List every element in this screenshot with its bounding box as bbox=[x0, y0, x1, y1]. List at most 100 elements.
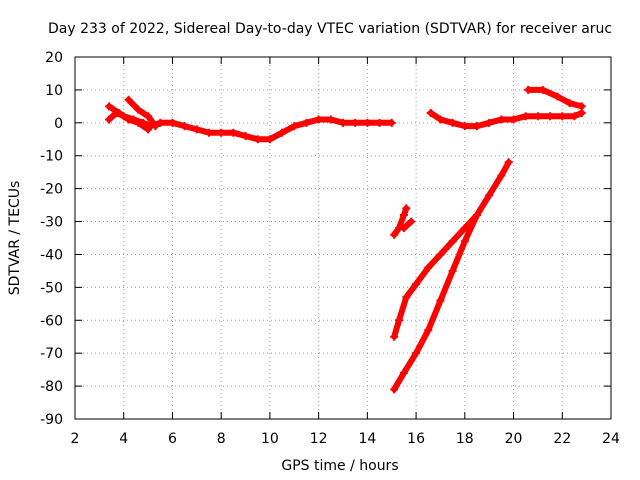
data-point bbox=[395, 316, 404, 325]
grid-lines bbox=[75, 57, 611, 419]
x-tick-label: 8 bbox=[217, 431, 226, 447]
y-tick-label: 20 bbox=[45, 50, 63, 66]
data-point bbox=[265, 135, 274, 144]
data-point bbox=[558, 112, 567, 121]
x-tick-label: 18 bbox=[456, 431, 474, 447]
data-point bbox=[151, 122, 160, 131]
series-arc-7 bbox=[391, 212, 480, 393]
data-point bbox=[217, 128, 226, 137]
data-point bbox=[460, 237, 469, 246]
data-point bbox=[363, 118, 372, 127]
y-tick-label: -30 bbox=[40, 215, 63, 231]
data-point bbox=[553, 92, 562, 101]
y-tick-label: -20 bbox=[40, 182, 63, 198]
data-point bbox=[180, 122, 189, 131]
data-point bbox=[448, 266, 457, 275]
data-point bbox=[448, 118, 457, 127]
x-axis-label: GPS time / hours bbox=[281, 458, 398, 474]
y-tick-label: -90 bbox=[40, 412, 63, 428]
plot-frame bbox=[74, 56, 612, 420]
x-tick-label: 2 bbox=[71, 431, 80, 447]
x-tick-label: 6 bbox=[168, 431, 177, 447]
data-point bbox=[448, 237, 457, 246]
data-point bbox=[497, 171, 506, 180]
data-point bbox=[399, 224, 408, 233]
data-point bbox=[351, 118, 360, 127]
data-point bbox=[105, 102, 114, 111]
data-point bbox=[241, 131, 250, 140]
data-point bbox=[192, 125, 201, 134]
y-tick-label: -80 bbox=[40, 379, 63, 395]
y-tick-label: -50 bbox=[40, 280, 63, 296]
data-point bbox=[436, 250, 445, 259]
data-point bbox=[509, 115, 518, 124]
data-point bbox=[124, 95, 133, 104]
series-arc-3 bbox=[525, 86, 585, 110]
data-point bbox=[533, 112, 542, 121]
data-point bbox=[504, 158, 513, 167]
y-tick-label: 10 bbox=[45, 83, 63, 99]
data-point bbox=[460, 224, 469, 233]
data-point bbox=[485, 191, 494, 200]
data-point bbox=[253, 135, 262, 144]
data-point bbox=[314, 115, 323, 124]
data-point bbox=[485, 118, 494, 127]
series-arc-4 bbox=[391, 205, 410, 238]
axis-ticks bbox=[74, 56, 612, 420]
x-axis-tick-labels: 2 4 6 8 10 12 14 16 18 20 22 24 bbox=[71, 431, 620, 447]
data-point bbox=[402, 204, 411, 213]
data-point bbox=[473, 122, 481, 131]
x-tick-label: 4 bbox=[119, 431, 128, 447]
x-tick-label: 16 bbox=[407, 431, 425, 447]
x-tick-label: 22 bbox=[553, 431, 571, 447]
data-point bbox=[538, 85, 547, 94]
data-point bbox=[402, 293, 411, 302]
y-axis-tick-labels: 20 10 0 -10 -20 -30 -40 -50 -60 -70 -80 -90 bbox=[40, 50, 63, 428]
y-tick-label: 0 bbox=[54, 116, 63, 132]
data-series bbox=[105, 85, 586, 394]
data-point bbox=[460, 122, 469, 131]
chart-title: Day 233 of 2022, Sidereal Day-to-day VTE… bbox=[48, 21, 612, 37]
data-point bbox=[521, 112, 530, 121]
data-point bbox=[168, 118, 177, 127]
y-tick-label: -10 bbox=[40, 149, 63, 165]
data-point bbox=[497, 115, 506, 124]
y-axis-label: SDTVAR / TECUs bbox=[7, 181, 23, 296]
x-tick-label: 14 bbox=[358, 431, 376, 447]
series-arc-1c bbox=[125, 96, 159, 130]
series-arc-6 bbox=[391, 159, 512, 340]
data-point bbox=[105, 115, 114, 124]
data-point bbox=[412, 280, 421, 289]
data-point bbox=[124, 115, 133, 124]
data-point bbox=[436, 115, 445, 124]
data-point bbox=[390, 332, 399, 341]
data-point bbox=[436, 296, 445, 305]
data-point bbox=[290, 122, 299, 131]
y-tick-label: -70 bbox=[40, 346, 63, 362]
data-point bbox=[326, 115, 335, 124]
data-point bbox=[134, 105, 143, 114]
data-point bbox=[278, 128, 287, 137]
data-point bbox=[407, 217, 416, 226]
data-point bbox=[390, 230, 399, 239]
x-tick-label: 10 bbox=[261, 431, 279, 447]
data-point bbox=[144, 125, 153, 134]
data-point bbox=[424, 263, 433, 272]
data-point bbox=[412, 349, 421, 358]
data-point bbox=[375, 118, 384, 127]
data-point bbox=[134, 118, 143, 127]
data-point bbox=[426, 108, 435, 117]
data-point bbox=[114, 108, 123, 117]
data-point bbox=[205, 128, 213, 137]
data-point bbox=[229, 128, 238, 137]
data-point bbox=[387, 118, 396, 127]
data-point bbox=[546, 112, 555, 121]
x-tick-label: 12 bbox=[310, 431, 328, 447]
y-tick-label: -40 bbox=[40, 247, 63, 263]
data-point bbox=[424, 326, 433, 335]
series-arc-5 bbox=[400, 218, 415, 232]
data-point bbox=[570, 112, 579, 121]
data-point bbox=[524, 85, 533, 94]
data-point bbox=[577, 102, 586, 111]
